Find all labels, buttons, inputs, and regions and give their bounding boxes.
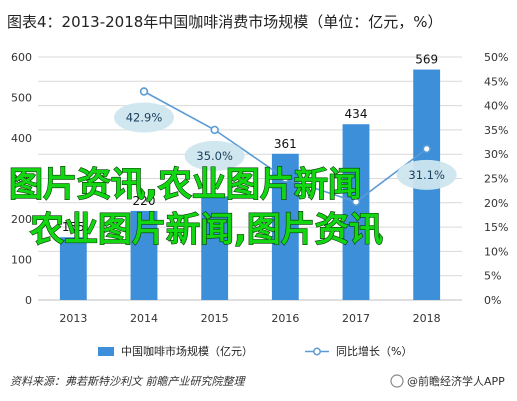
bar-value-label: 220 <box>133 194 156 208</box>
growth-value-label: 31.1% <box>408 168 445 182</box>
bar-value-label: 155 <box>62 220 85 234</box>
growth-label-bubble <box>184 140 245 171</box>
bar <box>59 237 87 300</box>
growth-point <box>281 174 290 183</box>
overlay-text-line1: 图片资讯,农业图片新闻 <box>9 165 362 205</box>
y-right-tick-label: 50% <box>484 51 508 64</box>
y-left-ticks: 0 100 200 300 400 500 600 <box>11 51 32 307</box>
x-tick-label: 2013 <box>59 312 87 325</box>
y-right-tick-label: 35% <box>484 124 508 137</box>
y-left-tick-label: 200 <box>11 213 32 226</box>
source-note: 资料来源：弗若斯特沙利文 前瞻产业研究院整理 <box>10 375 246 388</box>
growth-point <box>139 87 149 96</box>
legend-line-label: 同比增长（%） <box>336 344 412 358</box>
bar <box>201 196 229 300</box>
y-left-tick-label: 600 <box>11 51 32 64</box>
brand-text: @前瞻经济学人APP <box>407 374 505 388</box>
bar-value-label: 434 <box>345 107 368 121</box>
y-left-tick-label: 500 <box>11 92 32 105</box>
bar-data-labels: 155 220 361 434 569 <box>62 53 438 235</box>
y-right-tick-label: 45% <box>484 75 508 88</box>
bar-value-label: 361 <box>274 137 297 151</box>
growth-point <box>351 197 361 207</box>
x-axis-ticks: 2013 2014 2015 2016 2017 2018 <box>59 312 440 325</box>
growth-value-label: 35.0% <box>196 149 233 163</box>
y-right-tick-label: 40% <box>484 100 508 113</box>
bar <box>342 124 370 300</box>
growth-point <box>210 125 219 135</box>
growth-value-label: 42.9% <box>126 111 163 125</box>
y-right-tick-label: 20% <box>484 197 508 210</box>
legend-bar-label: 中国咖啡市场规模（亿元） <box>121 344 253 358</box>
growth-label-bubble <box>396 159 457 190</box>
x-tick-label: 2014 <box>130 312 158 325</box>
bar <box>130 210 158 300</box>
y-left-tick-label: 0 <box>25 294 32 307</box>
y-right-ticks: 0% 5% 10% 15% 20% 25% 30% 35% 40% 45% 50% <box>484 51 508 307</box>
growth-label-bubble <box>114 102 174 133</box>
y-right-tick-label: 0% <box>484 294 501 307</box>
y-right-tick-label: 25% <box>484 173 508 186</box>
x-tick-label: 2015 <box>201 312 229 325</box>
growth-point <box>422 144 431 154</box>
y-left-tick-label: 100 <box>11 254 32 267</box>
legend-bar-swatch <box>98 347 114 356</box>
x-tick-label: 2018 <box>413 312 441 325</box>
y-right-tick-label: 5% <box>484 270 501 283</box>
x-tick-label: 2016 <box>271 312 299 325</box>
x-tick-label: 2017 <box>342 312 370 325</box>
y-left-tick-label: 300 <box>11 173 32 186</box>
brand-logo-icon <box>390 374 404 388</box>
bar-value-label: 569 <box>415 53 438 67</box>
y-right-tick-label: 15% <box>484 221 508 234</box>
gridlines <box>38 56 462 301</box>
legend-line-marker <box>313 347 321 356</box>
chart-title: 图表4：2013-2018年中国咖啡消费市场规模（单位：亿元，%） <box>7 13 443 31</box>
y-left-tick-label: 400 <box>11 132 32 145</box>
growth-line-series: 42.9% 35.0% 31.1% <box>114 87 457 207</box>
legend: 中国咖啡市场规模（亿元） 同比增长（%） <box>98 344 412 358</box>
y-right-tick-label: 10% <box>484 245 508 258</box>
y-right-tick-label: 30% <box>484 148 508 161</box>
overlay-text-line2: 农业图片新闻,图片资讯 <box>30 210 383 250</box>
